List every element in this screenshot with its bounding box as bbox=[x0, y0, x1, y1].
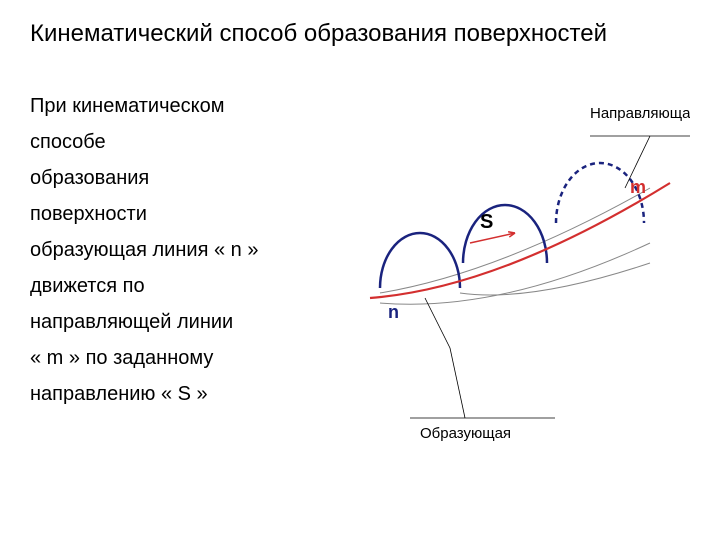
label-m: m bbox=[630, 177, 646, 197]
surface-edge bbox=[380, 243, 650, 304]
body-line: При кинематическом bbox=[30, 88, 330, 124]
body-line: образования bbox=[30, 160, 330, 196]
body-line: направлению « S » bbox=[30, 376, 330, 412]
label-s: S bbox=[480, 211, 493, 233]
body-line: способе bbox=[30, 124, 330, 160]
body-line: « m » по заданному bbox=[30, 340, 330, 376]
body-text: При кинематическомспособеобразованияпове… bbox=[30, 88, 330, 473]
slide-title: Кинематический способ образования поверх… bbox=[30, 20, 690, 48]
callout-generator bbox=[425, 298, 465, 418]
diagram-container: n m S Направляющая Образующая bbox=[330, 88, 690, 473]
arch bbox=[380, 233, 460, 288]
body-line: движется по bbox=[30, 268, 330, 304]
kinematic-diagram: n m S Направляющая Образующая bbox=[330, 88, 690, 468]
body-line: образующая линия « n » bbox=[30, 232, 330, 268]
body-line: поверхности bbox=[30, 196, 330, 232]
body-line: направляющей линии bbox=[30, 304, 330, 340]
surface-edge bbox=[460, 263, 650, 295]
guide-curve bbox=[370, 183, 670, 298]
label-n: n bbox=[388, 302, 399, 322]
s-arrow bbox=[470, 233, 515, 243]
surface-edge bbox=[380, 188, 650, 293]
content-area: При кинематическомспособеобразованияпове… bbox=[30, 88, 690, 473]
label-guide: Направляющая bbox=[590, 105, 690, 122]
label-generator: Образующая bbox=[420, 425, 511, 442]
